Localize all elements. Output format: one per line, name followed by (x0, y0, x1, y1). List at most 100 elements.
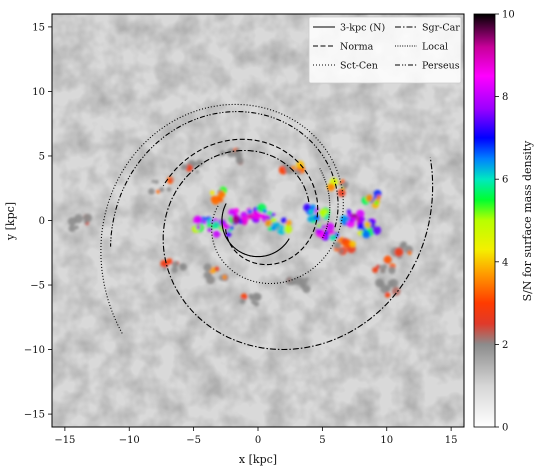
sn-clump (285, 219, 292, 227)
sn-clump (196, 225, 201, 230)
sn-clump (362, 230, 371, 239)
y-tick-label: −5 (30, 281, 45, 292)
sn-clump (207, 226, 213, 233)
sn-clump (171, 260, 179, 268)
y-axis-ticks: −15 −10 −5 0 5 10 15 (24, 22, 52, 421)
sn-clump (148, 188, 155, 195)
sn-clump (236, 156, 244, 165)
sn-clump (333, 241, 341, 249)
sn-clump (313, 214, 320, 222)
sn-clump (324, 230, 329, 235)
sn-clump (376, 194, 381, 200)
sn-clump (270, 212, 276, 217)
sn-clump (162, 267, 167, 271)
colorbar-ticks: 0 2 4 6 8 10 (495, 10, 515, 434)
sn-clump (166, 258, 173, 265)
legend-label: Sct-Cen (340, 61, 378, 72)
sn-clump (203, 263, 212, 272)
sn-clump (168, 178, 172, 183)
sn-clump (151, 179, 155, 183)
sn-clump (338, 181, 343, 185)
sn-clump (346, 209, 352, 214)
colorbar-tick-label: 4 (502, 257, 508, 268)
spiral-arm (100, 103, 344, 335)
sn-clump (219, 150, 226, 156)
legend: 3-kpc (N) Sgr-Car Norma Local Sct-Cen Perseus (308, 16, 462, 84)
sn-clump (264, 219, 273, 227)
sn-clump (225, 231, 232, 238)
y-tick-label: −10 (24, 345, 45, 356)
sn-clump (195, 170, 199, 174)
sn-clump (379, 265, 383, 269)
sn-clump (303, 203, 311, 212)
sn-clump (252, 210, 261, 220)
sn-clump (166, 187, 172, 192)
sn-clump (325, 234, 330, 239)
legend-label: Perseus (422, 61, 460, 72)
sn-clump (231, 215, 240, 224)
y-tick-label: 10 (32, 87, 45, 98)
colorbar-tick-label: 6 (502, 175, 508, 186)
sn-clump (292, 279, 297, 285)
colorbar-tick-label: 10 (502, 10, 515, 21)
sn-clump (74, 225, 79, 230)
x-tick-label: −5 (186, 435, 201, 446)
sn-clump (239, 298, 246, 305)
sn-clump (340, 179, 345, 184)
sn-clump (180, 164, 187, 171)
sn-clump (217, 190, 226, 199)
sn-clump (325, 222, 335, 232)
legend-label: Local (422, 42, 448, 53)
colorbar-bar (473, 13, 496, 428)
sn-clump (391, 287, 401, 296)
sn-clump (179, 263, 186, 270)
sn-clump (337, 188, 346, 197)
x-tick-label: 15 (445, 435, 458, 446)
sn-clump (329, 230, 334, 235)
sn-clump (329, 233, 337, 241)
sn-clump (327, 183, 335, 192)
sn-clump (349, 240, 356, 248)
sn-clump (240, 293, 248, 300)
sn-clump (407, 250, 412, 255)
sn-clump (380, 268, 386, 274)
x-tick-label: 0 (255, 435, 261, 446)
sn-clump (282, 163, 288, 168)
colorbar-tick-label: 8 (502, 92, 508, 103)
sn-clump (384, 292, 391, 298)
sn-clump (358, 216, 366, 223)
sn-clump (342, 239, 352, 249)
sn-clump (229, 226, 234, 230)
sn-clump (372, 267, 379, 274)
x-tick-label: −10 (119, 435, 140, 446)
colorbar-label: S/N for surface mass density (521, 140, 534, 302)
sn-clump (171, 266, 178, 274)
sn-clump (83, 220, 88, 224)
sn-clump (317, 208, 327, 218)
sn-clump (377, 280, 385, 288)
sn-clump (388, 266, 396, 275)
sn-clump (372, 225, 382, 235)
sn-clump (233, 208, 240, 214)
sn-clump (309, 204, 317, 211)
sn-clump (193, 215, 203, 225)
sn-clump (363, 221, 372, 229)
spiral-arm (162, 149, 434, 351)
sn-clump (241, 215, 249, 223)
sn-clump (253, 301, 260, 307)
spiral-arm (162, 138, 319, 266)
sn-clump (211, 196, 220, 205)
y-tick-label: −15 (24, 410, 45, 421)
x-tick-label: 5 (319, 435, 325, 446)
sn-clump (224, 224, 230, 231)
sn-clump (271, 226, 276, 231)
x-tick-label: −15 (54, 435, 75, 446)
sn-clump (210, 190, 215, 196)
sn-clump (222, 274, 227, 280)
sn-clump (214, 266, 220, 272)
sn-clump (283, 225, 293, 234)
sn-clump (73, 214, 84, 224)
y-tick-label: 0 (39, 216, 45, 227)
sn-clump (154, 179, 159, 184)
